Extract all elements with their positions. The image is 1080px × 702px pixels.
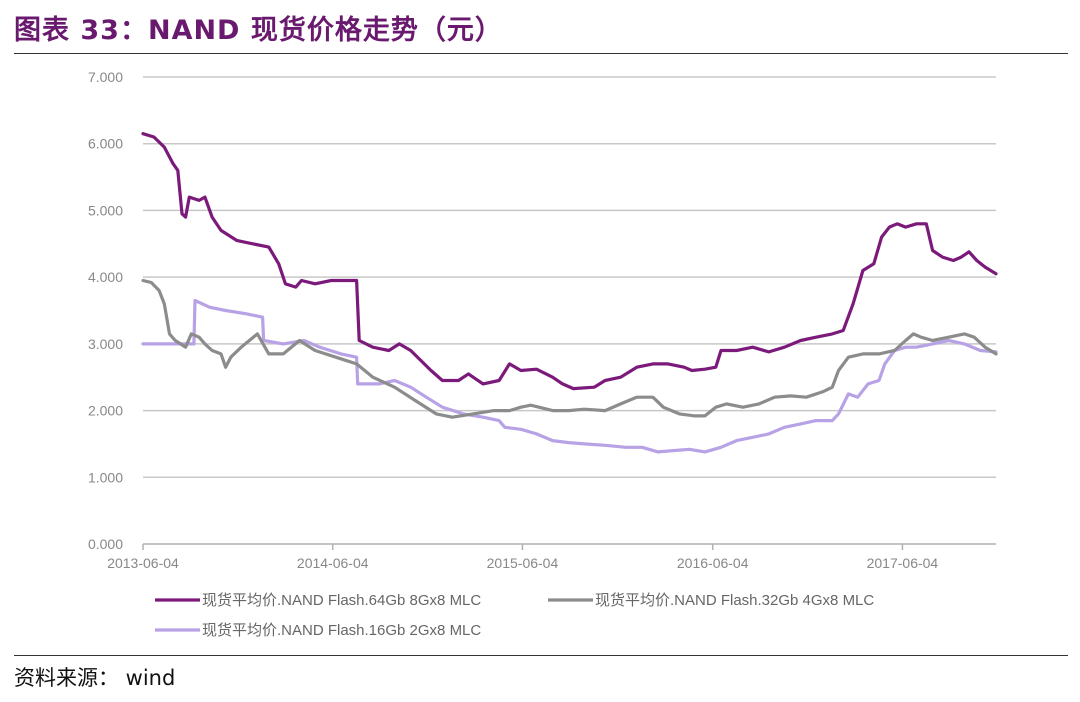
title-divider xyxy=(14,53,1068,54)
source-note: 资料来源： wind xyxy=(14,666,176,690)
x-tick-label: 2013-06-04 xyxy=(107,555,179,571)
figure-title: 图表 33：NAND 现货价格走势（元） xyxy=(14,15,503,46)
y-tick-label: 0.000 xyxy=(88,536,123,552)
source-divider xyxy=(14,655,1068,656)
series-line-2 xyxy=(141,278,998,419)
legend-label-3: 现货平均价.NAND Flash.16Gb 2Gx8 MLC xyxy=(202,622,481,639)
y-tick-label: 1.000 xyxy=(88,469,123,485)
x-tick-label: 2015-06-04 xyxy=(487,555,559,571)
series-line-1 xyxy=(141,132,998,391)
legend: 现货平均价.NAND Flash.64Gb 8Gx8 MLC 现货平均价.NAND… xyxy=(155,592,874,639)
legend-label-1: 现货平均价.NAND Flash.64Gb 8Gx8 MLC xyxy=(202,592,481,609)
gridlines xyxy=(143,76,996,479)
series-line-3 xyxy=(141,298,998,454)
y-tick-label: 4.000 xyxy=(88,269,123,285)
y-tick-label: 2.000 xyxy=(88,403,123,419)
y-axis-ticks: 0.000 1.000 2.000 3.000 4.000 5.000 6.000 7.000 xyxy=(88,69,123,552)
x-tick-label: 2017-06-04 xyxy=(867,555,939,571)
x-tick-label: 2014-06-04 xyxy=(297,555,369,571)
y-tick-label: 6.000 xyxy=(88,136,123,152)
x-tick-label: 2016-06-04 xyxy=(677,555,749,571)
x-axis-ticks: 2013-06-04 2014-06-04 2015-06-04 2016-06-04… xyxy=(107,544,938,571)
legend-label-2: 现货平均价.NAND Flash.32Gb 4Gx8 MLC xyxy=(595,592,874,609)
y-tick-label: 5.000 xyxy=(88,202,123,218)
y-tick-label: 7.000 xyxy=(88,69,123,85)
y-tick-label: 3.000 xyxy=(88,336,123,352)
series-lines xyxy=(141,132,998,454)
